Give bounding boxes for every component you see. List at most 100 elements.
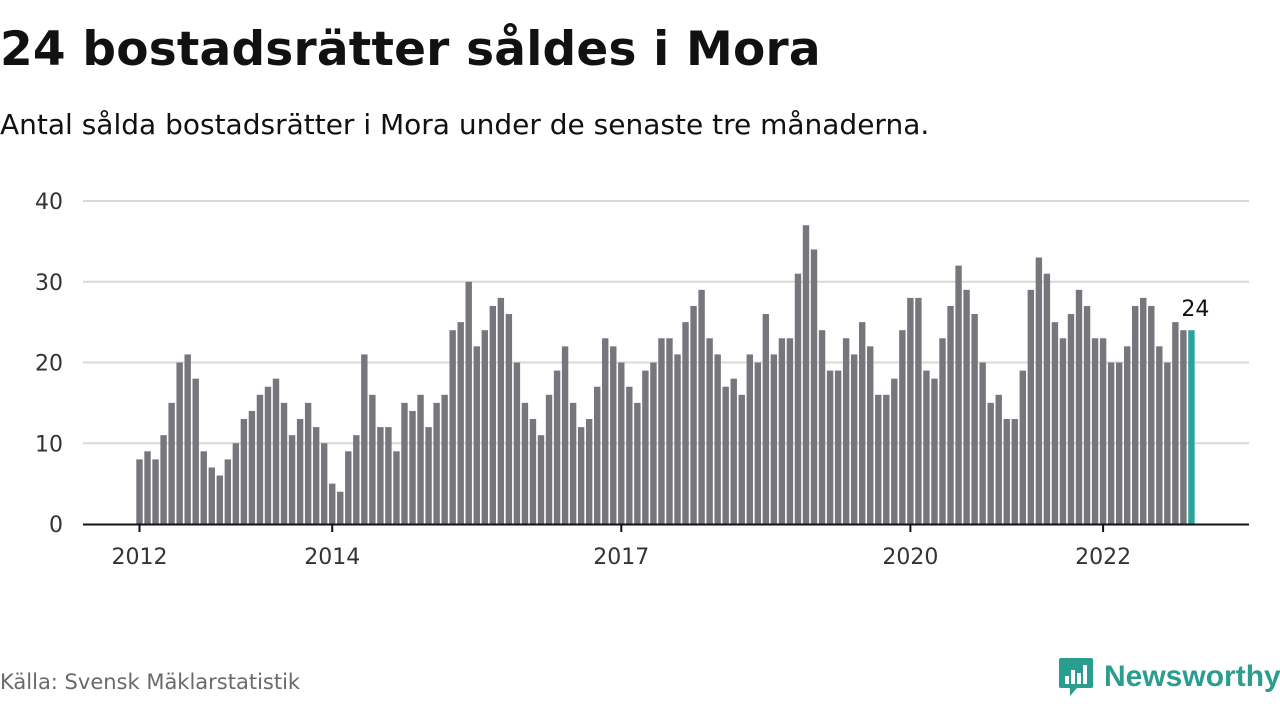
bar: [722, 386, 729, 524]
bar: [417, 394, 424, 524]
bar: [168, 402, 175, 525]
bar: [1123, 346, 1131, 524]
bar: [1059, 338, 1067, 524]
bar: [1164, 362, 1171, 524]
bar: [674, 354, 681, 524]
bar: [1172, 322, 1179, 525]
bar: [979, 362, 986, 524]
y-tick-label: 0: [49, 513, 63, 538]
bar: [304, 402, 312, 525]
bar: [489, 305, 497, 524]
highlight-value-label: 24: [1181, 297, 1209, 322]
x-tick-label: 2012: [112, 545, 168, 570]
bar: [1140, 297, 1147, 524]
y-tick-label: 30: [35, 271, 63, 296]
bar: [618, 362, 625, 524]
bar: [730, 378, 737, 524]
bar: [706, 338, 713, 524]
x-tick-label: 2017: [593, 545, 649, 570]
bar: [666, 338, 673, 524]
bar: [714, 354, 721, 524]
bar: [337, 491, 344, 524]
bar: [834, 370, 842, 524]
bar: [859, 322, 866, 525]
y-tick-label: 40: [35, 190, 63, 215]
bar: [1091, 338, 1099, 524]
bar: [867, 346, 874, 524]
bar: [883, 394, 890, 524]
bar: [778, 338, 786, 524]
bar: [1115, 362, 1123, 524]
bar: [658, 338, 665, 524]
bar: [497, 297, 505, 524]
bar: [296, 419, 304, 524]
bar: [369, 394, 376, 524]
bar: [907, 297, 914, 524]
bar: [545, 394, 553, 524]
bar: [842, 338, 850, 524]
bar: [288, 435, 296, 524]
bar: [963, 289, 970, 524]
bar: [136, 459, 143, 524]
bar: [1083, 305, 1091, 524]
bar: [810, 249, 818, 524]
bar: [377, 427, 384, 524]
bar: [409, 410, 416, 524]
bar: [610, 346, 617, 524]
bar: [320, 443, 328, 524]
bar: [762, 314, 770, 524]
bar: [272, 378, 280, 524]
bar: [1156, 346, 1163, 524]
bar: [361, 354, 368, 524]
newsworthy-logo[interactable]: Newsworthy: [1058, 655, 1280, 699]
bar: [1027, 289, 1035, 524]
bar: [754, 362, 762, 524]
bar: [794, 273, 802, 524]
bar: [208, 467, 215, 524]
bar: [569, 402, 577, 525]
bar: [329, 483, 336, 525]
bar: [473, 346, 480, 524]
bar: [995, 394, 1002, 524]
bar: [585, 419, 593, 524]
bar: [987, 402, 994, 525]
bar: [594, 386, 601, 524]
bar: [626, 386, 633, 524]
newsworthy-chart-icon: [1059, 658, 1093, 696]
bar: [955, 265, 962, 524]
bar: [939, 338, 946, 524]
bar: [642, 370, 649, 524]
bar: [393, 451, 400, 524]
bar: [481, 330, 488, 524]
bar: [505, 314, 513, 524]
bar: [184, 354, 191, 524]
chart-subtitle: Antal sålda bostadsrätter i Mora under d…: [0, 108, 930, 141]
bar: [850, 354, 858, 524]
bar: [256, 394, 264, 524]
bar: [513, 362, 521, 524]
bar-highlight: [1188, 330, 1195, 524]
bar: [176, 362, 183, 524]
bar: [192, 378, 199, 524]
bar: [441, 394, 448, 524]
bar: [971, 314, 978, 524]
bar: [457, 322, 464, 525]
bar: [216, 475, 223, 524]
bar: [698, 289, 705, 524]
y-tick-label: 20: [35, 352, 63, 377]
bar: [891, 378, 898, 524]
x-tick-label: 2022: [1075, 545, 1131, 570]
bar: [425, 427, 432, 524]
bar: [1075, 289, 1083, 524]
bar: [690, 305, 697, 524]
bar: [802, 225, 810, 524]
bar: [915, 297, 922, 524]
bar: [1011, 419, 1018, 524]
bar: [353, 435, 360, 524]
bar: [1003, 419, 1010, 524]
bar: [537, 435, 545, 524]
bar: [312, 427, 320, 524]
bar: [1180, 330, 1187, 524]
bar: [401, 402, 408, 525]
bar: [449, 330, 456, 524]
